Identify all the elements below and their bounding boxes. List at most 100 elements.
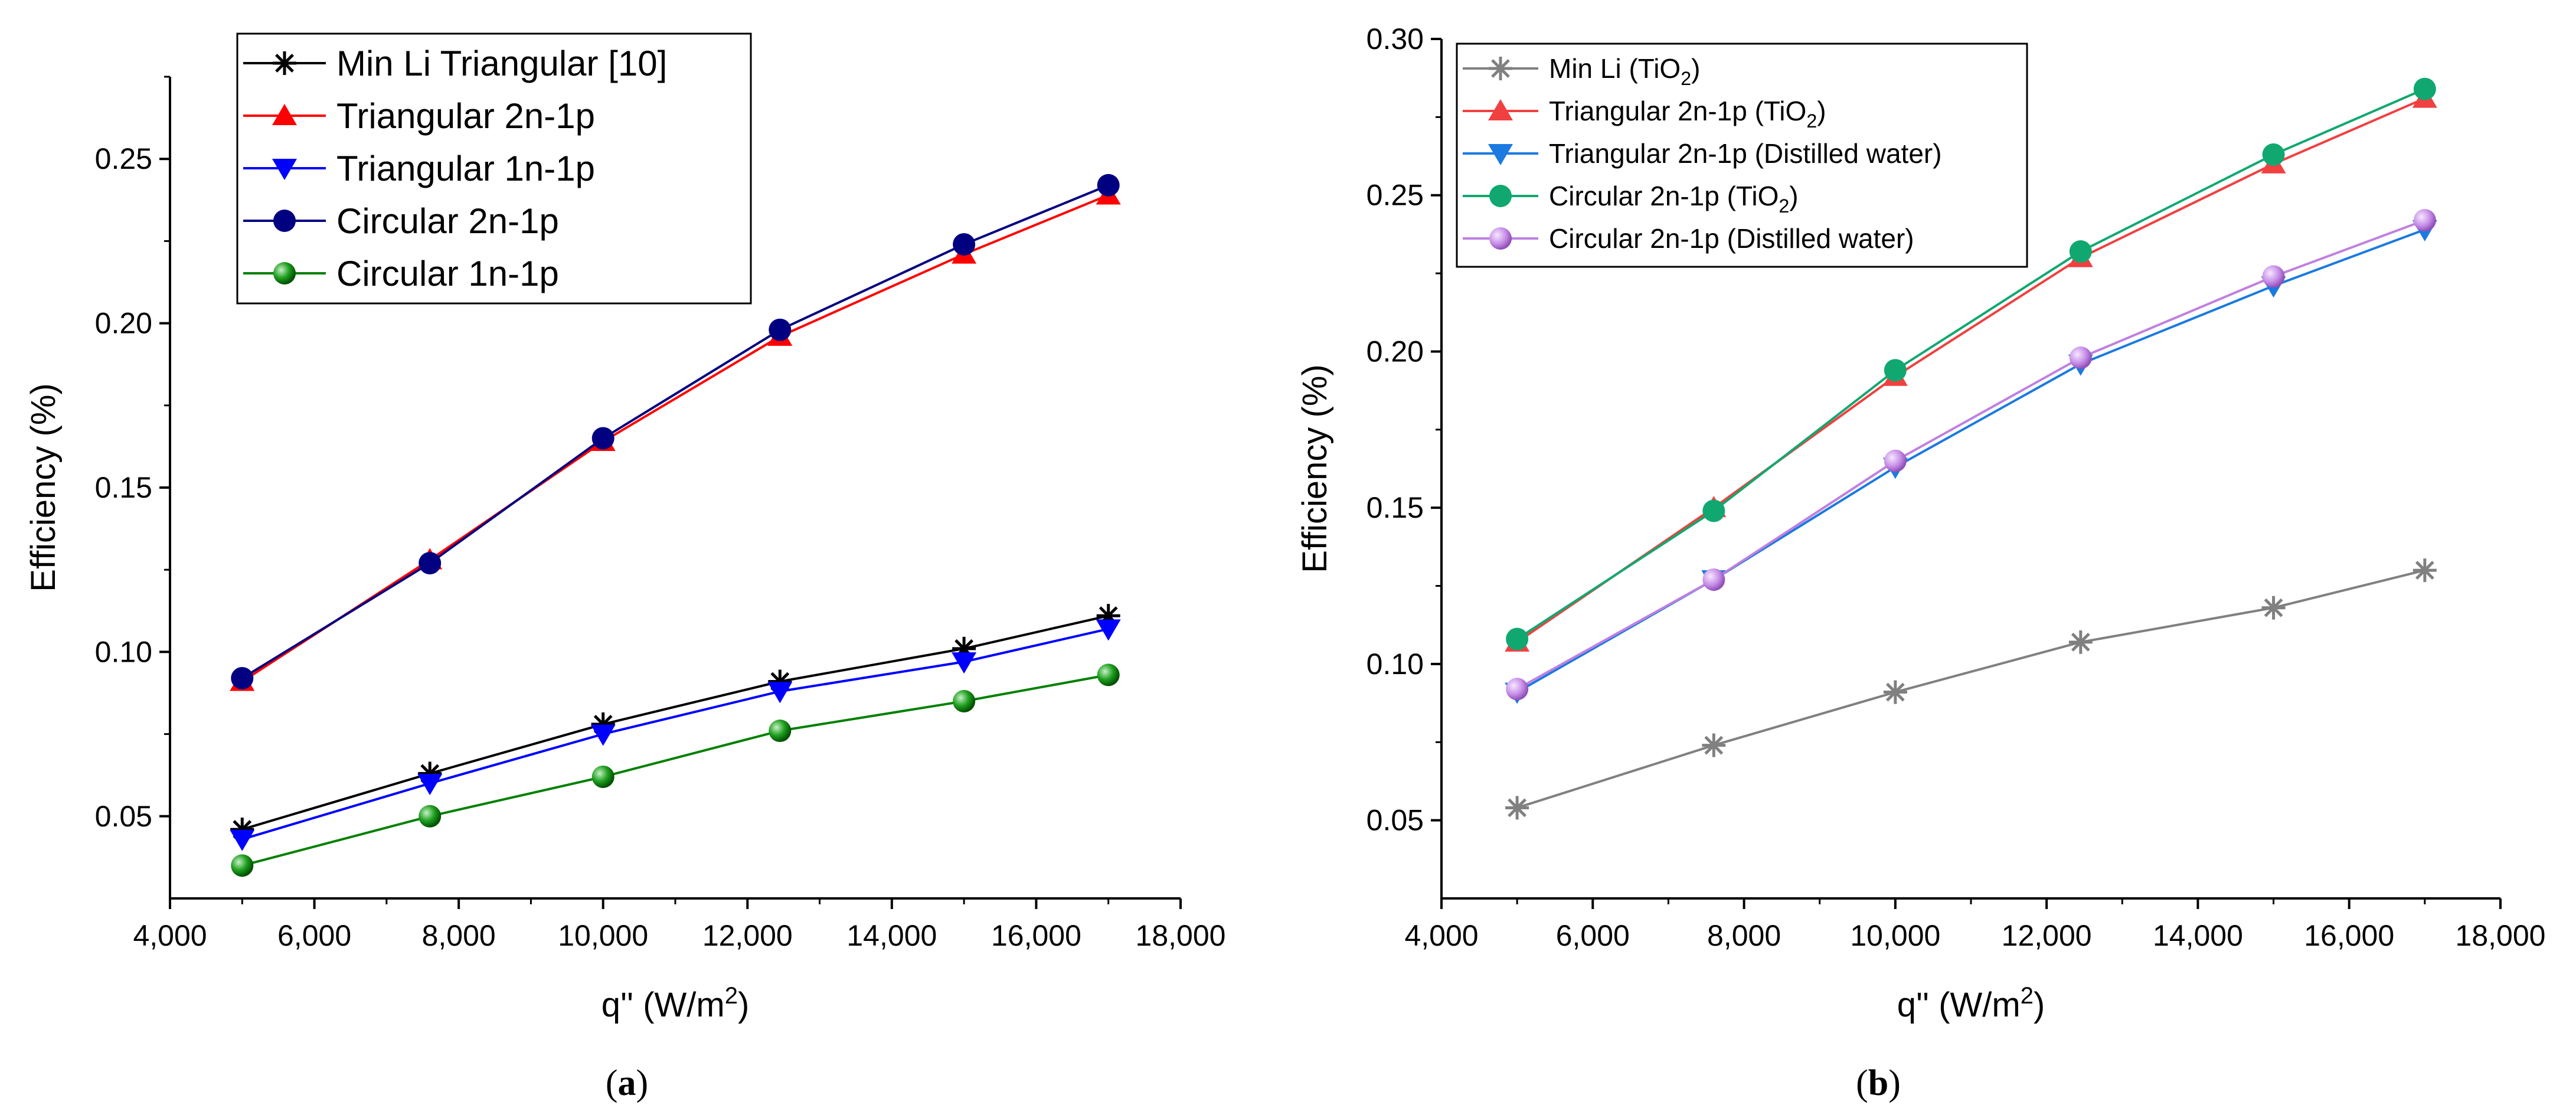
series-line (1516, 228, 2425, 694)
data-point (767, 682, 793, 704)
legend-label: Triangular 2n-1p (Distilled water) (1549, 138, 1942, 169)
y-tick-label: 0.05 (95, 800, 152, 833)
data-point (590, 724, 616, 746)
legend-swatch-marker (1488, 144, 1513, 165)
data-point (591, 427, 614, 450)
y-tick-label: 0.10 (95, 635, 152, 668)
data-point (769, 318, 792, 341)
series-circular-2n-1p-distilled-water (1506, 209, 2436, 701)
series-line (1516, 219, 2425, 691)
legend-label: Min Li (TiO2) (1549, 53, 1700, 89)
y-tick-label: 0.25 (1367, 179, 1424, 212)
y-tick-label: 0.10 (1367, 648, 1424, 681)
series-line (241, 194, 1109, 683)
legend-box (1456, 43, 2028, 268)
data-point (2068, 630, 2093, 654)
data-point (1097, 174, 1120, 197)
series-triangular-1n-1p (230, 619, 1121, 851)
x-tick-label: 16,000 (2304, 919, 2394, 952)
series-line (241, 627, 1109, 841)
legend-swatch-marker (1488, 99, 1513, 120)
legend-swatch-marker (272, 104, 297, 125)
x-tick-label: 18,000 (1136, 919, 1226, 952)
series-triangular-2n-1p-distilled-water (1505, 220, 2437, 704)
y-tick-label: 0.25 (95, 142, 152, 175)
legend-entry-circular-2n-1p: Circular 2n-1p (243, 201, 559, 241)
data-point (230, 829, 255, 851)
data-point (2413, 77, 2436, 100)
x-tick-label: 18,000 (2456, 919, 2546, 952)
legend-swatch-marker (1489, 185, 1512, 207)
series-line (1516, 97, 2425, 643)
x-tick-label: 12,000 (702, 919, 793, 952)
legend-swatch-marker (273, 210, 296, 232)
legend-label: Triangular 2n-1p (336, 96, 595, 136)
legend-entry-circular-1n-1p: Circular 1n-1p (243, 254, 559, 293)
data-point (952, 652, 977, 674)
chart-panel-a: 4,000 6,000 8,000 10,000 12,000 14,000 16,000 1… (24, 32, 1226, 1024)
legend: Min Li Triangular [10] Triangular 2n-1p Tr… (236, 32, 752, 305)
legend-label: Circular 2n-1p (Distilled water) (1549, 223, 1914, 254)
legend-swatch-marker (1489, 57, 1512, 80)
data-point (2413, 209, 2436, 232)
series-line (241, 674, 1109, 867)
series-line (1516, 87, 2425, 640)
series-circular-2n-1p-tio2 (1506, 77, 2436, 650)
series-circular-1n-1p (231, 663, 1120, 877)
x-axis-title: q'' (W/m2) (1897, 983, 2045, 1024)
legend-entry-circular-2n-1p-tio2: Circular 2n-1p (TiO2) (1463, 181, 1799, 217)
x-tick-label: 4,000 (1404, 919, 1478, 952)
data-point (419, 552, 442, 575)
y-tick-label: 0.30 (1367, 22, 1424, 55)
legend-swatch-marker (273, 51, 296, 75)
panel-label-b: (b) (1856, 1063, 1901, 1103)
panel-label-a: (a) (606, 1063, 648, 1103)
legend-label: Circular 1n-1p (336, 254, 559, 293)
series-circular-2n-1p (231, 174, 1120, 689)
legend: Min Li (TiO2) Triangular 2n-1p (TiO2) Tria… (1456, 43, 2028, 268)
legend-label: Circular 2n-1p (TiO2) (1549, 181, 1799, 217)
chart-panel-b: 4,000 6,000 8,000 10,000 12,000 14,000 16,000 1… (1296, 22, 2545, 1024)
series-line (241, 184, 1109, 679)
y-axis-title: Efficiency (%) (24, 383, 63, 591)
x-tick-label: 14,000 (2153, 919, 2243, 952)
data-point (591, 765, 614, 788)
y-tick-label: 0.05 (1367, 804, 1424, 837)
legend-label: Circular 2n-1p (336, 201, 559, 241)
x-tick-label: 6,000 (1556, 919, 1630, 952)
data-point (1097, 663, 1120, 687)
legend-entry-triangular-2n-1p-tio2: Triangular 2n-1p (TiO2) (1463, 96, 1826, 132)
data-point (953, 233, 976, 256)
data-point (769, 720, 792, 743)
x-tick-label: 6,000 (277, 919, 351, 952)
legend-entry-triangular-1n-1p: Triangular 1n-1p (243, 149, 595, 188)
series-line (241, 614, 1109, 831)
y-tick-label: 0.20 (1367, 335, 1424, 368)
series-min-li-triangular-10 (230, 604, 1120, 842)
legend-entry-circular-2n-1p-distilled-water: Circular 2n-1p (Distilled water) (1463, 223, 1914, 254)
data-point (1884, 449, 1907, 472)
data-point (2069, 346, 2092, 370)
x-tick-label: 4,000 (133, 919, 207, 952)
data-point (2261, 596, 2286, 620)
legend-swatch-marker (273, 262, 296, 285)
data-point (1505, 796, 1529, 820)
data-point (231, 854, 254, 877)
x-axis-title: q'' (W/m2) (601, 983, 750, 1024)
legend-entry-min-li-triangular-10: Min Li Triangular [10] (243, 44, 667, 83)
y-tick-label: 0.20 (95, 307, 152, 340)
data-point (1096, 619, 1121, 641)
y-tick-label: 0.15 (95, 471, 152, 504)
data-point (1702, 733, 1726, 757)
y-tick-label: 0.15 (1367, 491, 1424, 524)
x-tick-label: 16,000 (991, 919, 1081, 952)
legend-entry-triangular-2n-1p-distilled-water: Triangular 2n-1p (Distilled water) (1463, 138, 1942, 169)
x-tick-label: 12,000 (2002, 919, 2092, 952)
data-point (953, 689, 976, 712)
series-min-li-tio2 (1505, 558, 2437, 820)
data-point (1884, 359, 1907, 382)
x-tick-label: 8,000 (422, 919, 496, 952)
x-tick-label: 10,000 (558, 919, 648, 952)
data-point (2262, 143, 2285, 166)
